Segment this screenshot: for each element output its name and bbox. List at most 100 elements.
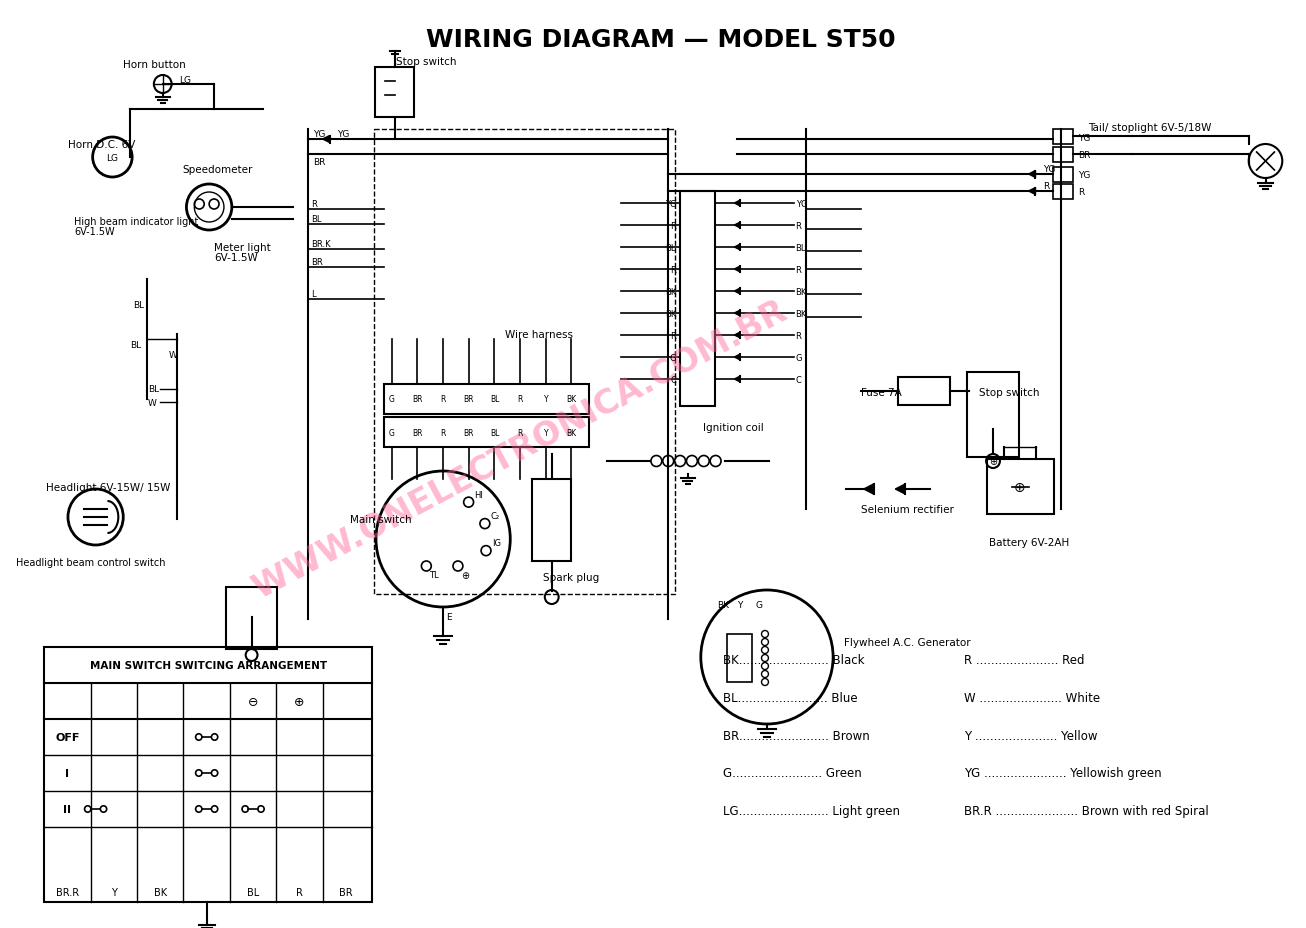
Text: YG: YG: [795, 200, 807, 208]
Text: BL: BL: [311, 214, 321, 224]
Text: ⊕: ⊕: [989, 457, 996, 467]
Text: BL: BL: [490, 395, 499, 404]
Bar: [374, 130, 675, 594]
Text: L: L: [311, 290, 316, 298]
Text: R: R: [296, 887, 303, 897]
Bar: [1053, 148, 1074, 162]
Text: Y ...................... Yellow: Y ...................... Yellow: [964, 728, 1098, 741]
Text: Horn D.C. 6V: Horn D.C. 6V: [68, 140, 136, 149]
Text: Headlight beam control switch: Headlight beam control switch: [16, 558, 166, 567]
Text: BK: BK: [717, 599, 730, 609]
Polygon shape: [734, 332, 741, 339]
Bar: [987, 459, 1054, 514]
Text: Stop switch: Stop switch: [396, 57, 456, 67]
Text: R: R: [670, 221, 677, 230]
Text: Main switch: Main switch: [350, 514, 411, 524]
Text: BR: BR: [413, 428, 423, 437]
Text: R: R: [311, 200, 317, 208]
Text: C: C: [795, 375, 802, 384]
Polygon shape: [896, 484, 905, 495]
Polygon shape: [323, 136, 329, 143]
Text: LG: LG: [179, 75, 192, 84]
Polygon shape: [734, 311, 741, 316]
Text: G........................ Green: G........................ Green: [722, 767, 861, 780]
Text: R: R: [517, 428, 522, 437]
Text: G: G: [755, 599, 763, 609]
Text: G: G: [670, 354, 677, 362]
Text: BR: BR: [464, 395, 474, 404]
Text: MAIN SWITCH SWITCING ARRANGEMENT: MAIN SWITCH SWITCING ARRANGEMENT: [90, 661, 326, 670]
Text: BR: BR: [464, 428, 474, 437]
Text: Wire harness: Wire harness: [505, 329, 573, 340]
Text: R: R: [795, 265, 802, 274]
Text: G: G: [389, 428, 394, 437]
Text: Tail/ stoplight 6V-5/18W: Tail/ stoplight 6V-5/18W: [1088, 122, 1211, 133]
Text: BL........................ Blue: BL........................ Blue: [722, 690, 857, 703]
Text: Y: Y: [111, 887, 116, 897]
Text: BL: BL: [133, 300, 144, 309]
Text: ⊖: ⊖: [248, 695, 259, 708]
Polygon shape: [734, 354, 741, 361]
Text: Y: Y: [738, 599, 743, 609]
Bar: [44, 648, 372, 902]
Text: E: E: [447, 612, 452, 622]
Text: BL: BL: [131, 341, 141, 349]
Text: BK: BK: [795, 309, 807, 318]
Polygon shape: [734, 266, 741, 273]
Polygon shape: [1029, 188, 1036, 195]
Text: R: R: [795, 331, 802, 341]
Text: BK: BK: [665, 309, 677, 318]
Text: IG: IG: [492, 538, 502, 548]
Bar: [384, 384, 589, 415]
Text: II: II: [64, 805, 72, 814]
Bar: [226, 587, 277, 650]
Text: R ...................... Red: R ...................... Red: [964, 652, 1085, 665]
Text: YG: YG: [337, 129, 350, 138]
Text: R: R: [1077, 187, 1084, 197]
Text: BK: BK: [567, 428, 576, 437]
Text: Selenium rectifier: Selenium rectifier: [861, 505, 953, 514]
Text: 6V-1.5W: 6V-1.5W: [74, 226, 115, 237]
Text: BK: BK: [795, 287, 807, 296]
Text: ⊕: ⊕: [294, 695, 304, 708]
Text: Speedometer: Speedometer: [183, 165, 253, 174]
Bar: [1053, 130, 1074, 145]
Text: BL: BL: [666, 243, 677, 252]
Text: TL: TL: [430, 571, 439, 580]
Text: YG: YG: [665, 200, 677, 208]
Text: HI: HI: [474, 490, 483, 499]
Text: Battery 6V-2AH: Battery 6V-2AH: [989, 537, 1070, 548]
Polygon shape: [734, 377, 741, 382]
Text: BR.R: BR.R: [56, 887, 80, 897]
Polygon shape: [734, 200, 741, 207]
Text: BK........................ Black: BK........................ Black: [722, 652, 865, 665]
Text: YG: YG: [1043, 164, 1055, 174]
Text: Spark plug: Spark plug: [543, 573, 599, 583]
Text: BR: BR: [413, 395, 423, 404]
Text: BR: BR: [1077, 150, 1091, 160]
Text: Horn button: Horn button: [123, 60, 185, 70]
Bar: [899, 378, 949, 406]
Text: C: C: [670, 375, 677, 384]
Bar: [1053, 185, 1074, 200]
Text: R: R: [517, 395, 522, 404]
Text: OFF: OFF: [55, 732, 80, 742]
Text: BR: BR: [311, 257, 323, 266]
Text: BK: BK: [665, 287, 677, 296]
Text: YG: YG: [313, 129, 325, 138]
Text: R: R: [795, 221, 802, 230]
Text: BR: BR: [340, 887, 353, 897]
Text: W: W: [148, 398, 157, 407]
Text: Fuse 7A: Fuse 7A: [861, 388, 901, 397]
Text: R: R: [670, 331, 677, 341]
Polygon shape: [734, 245, 741, 251]
Text: G: G: [795, 354, 802, 362]
Polygon shape: [734, 289, 741, 295]
Text: W ...................... White: W ...................... White: [964, 690, 1101, 703]
Text: C₂: C₂: [491, 511, 500, 521]
Text: BL: BL: [795, 243, 806, 252]
Text: G: G: [389, 395, 394, 404]
Text: Stop switch: Stop switch: [980, 388, 1040, 397]
Polygon shape: [734, 223, 741, 229]
Text: BR.K: BR.K: [311, 239, 330, 248]
